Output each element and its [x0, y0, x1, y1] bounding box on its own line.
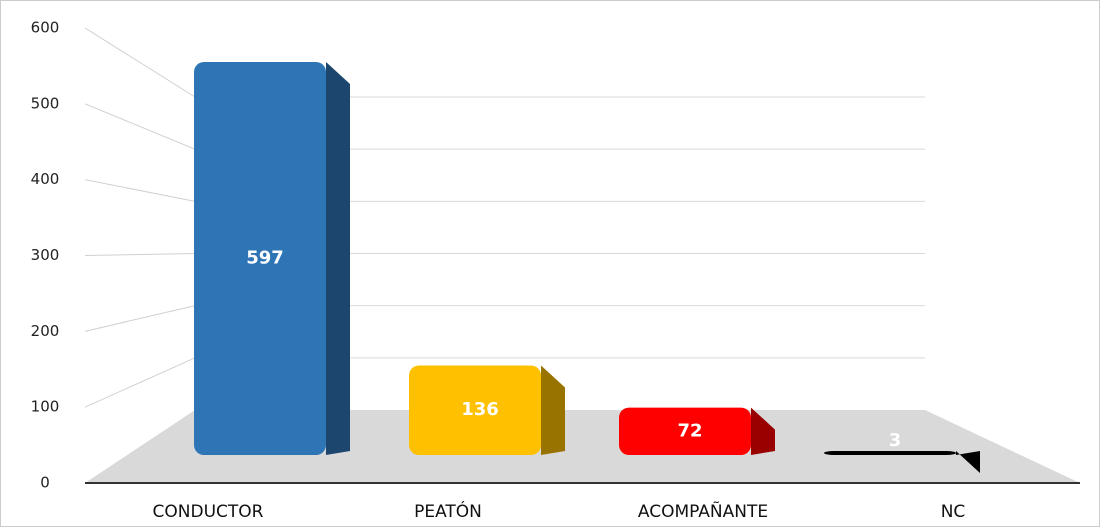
- data-label: 597: [246, 247, 284, 268]
- x-tick-label: CONDUCTOR: [153, 502, 264, 522]
- bar-side: [751, 407, 775, 455]
- data-label: 72: [677, 420, 702, 441]
- y-tick-label: 200: [31, 322, 60, 340]
- grid-line: [84, 305, 196, 332]
- bar: [409, 365, 541, 455]
- bar-side: [541, 365, 565, 455]
- grid-line: [84, 103, 196, 150]
- data-label: 136: [461, 399, 499, 420]
- y-tick-label: 300: [31, 246, 60, 264]
- y-tick-label: 600: [31, 19, 60, 37]
- y-tick-label: 400: [31, 170, 60, 188]
- bar-side: [326, 61, 350, 455]
- grid-line: [84, 253, 196, 256]
- y-tick-label: 100: [31, 398, 60, 416]
- grid-line: [84, 179, 196, 202]
- bar-side: [956, 451, 980, 473]
- x-tick-label: NC: [941, 502, 966, 522]
- bar: [619, 407, 751, 455]
- bar: [824, 451, 956, 455]
- grid-line: [84, 357, 196, 408]
- x-tick-label: PEATÓN: [414, 500, 482, 522]
- y-tick-label: 0: [40, 474, 50, 492]
- y-tick-label: 500: [31, 94, 60, 112]
- bar: [194, 61, 326, 455]
- x-tick-label: ACOMPAÑANTE: [638, 500, 768, 522]
- data-label: 3: [889, 430, 902, 451]
- grid-line: [84, 27, 196, 98]
